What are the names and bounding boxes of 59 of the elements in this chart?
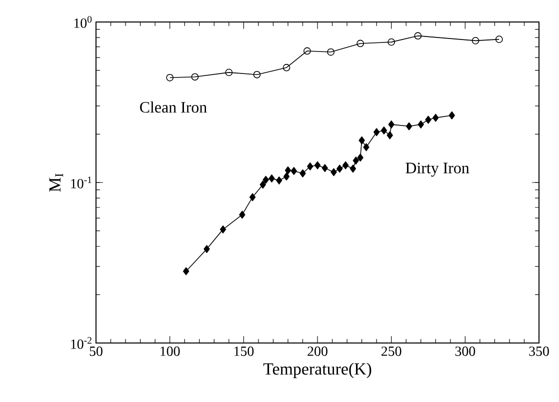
series-label: Dirty Iron — [406, 162, 470, 177]
point — [425, 116, 432, 124]
x-tick-label: 200 — [308, 346, 328, 356]
point — [314, 161, 321, 170]
point — [472, 36, 480, 44]
y-tick-label: 10$^{-2}$ — [71, 337, 92, 349]
point — [260, 180, 266, 189]
x-axis-title: Temperature(K) — [263, 362, 372, 378]
point — [336, 164, 343, 173]
point — [290, 166, 297, 175]
point — [276, 176, 282, 184]
point — [350, 164, 356, 173]
point — [284, 166, 292, 174]
x-tick-label: 50 — [90, 346, 102, 356]
point — [380, 126, 388, 134]
point — [239, 210, 246, 219]
point — [327, 48, 334, 56]
point — [356, 40, 364, 48]
y-axis-title: M$_{I}$ — [49, 174, 64, 192]
point — [225, 68, 233, 76]
y-tick-label: 10$^{0}$ — [74, 16, 92, 28]
point — [253, 70, 261, 78]
point — [495, 36, 503, 44]
point — [418, 120, 424, 128]
point — [166, 74, 174, 82]
point — [363, 143, 370, 152]
point — [448, 111, 455, 120]
point — [182, 267, 190, 276]
point — [388, 38, 396, 46]
point — [352, 156, 359, 165]
point — [204, 245, 210, 254]
point — [282, 64, 290, 72]
series-label: Clean Iron — [140, 101, 207, 113]
point — [432, 114, 439, 122]
point — [283, 172, 290, 180]
point — [268, 174, 275, 182]
point — [220, 225, 226, 234]
point — [307, 162, 314, 170]
point — [322, 164, 328, 172]
point — [386, 131, 393, 140]
x-tick-label: 250 — [381, 346, 402, 356]
point — [342, 161, 349, 170]
y-tick-label: 10$^{-1}$ — [71, 176, 92, 188]
point — [406, 122, 412, 130]
point — [373, 128, 380, 136]
point — [300, 169, 306, 178]
point — [414, 32, 422, 40]
point — [357, 154, 364, 162]
x-tick-label: 350 — [529, 346, 549, 356]
point — [262, 176, 269, 184]
x-tick-label: 300 — [455, 346, 476, 356]
point — [358, 136, 365, 144]
point — [191, 73, 199, 81]
x-tick-label: 150 — [234, 346, 254, 356]
point — [303, 47, 311, 55]
point — [330, 168, 337, 176]
x-tick-label: 100 — [160, 346, 180, 356]
point — [388, 120, 394, 128]
point — [249, 193, 256, 202]
